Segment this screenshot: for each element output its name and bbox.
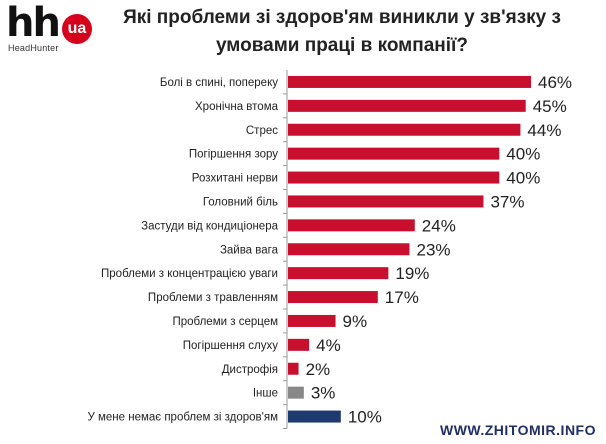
bar — [288, 410, 341, 423]
category-label: Погіршення зору — [189, 149, 278, 161]
value-label: 45% — [533, 97, 567, 116]
value-label: 24% — [422, 216, 456, 235]
bar — [288, 338, 310, 351]
watermark: WWW.ZHITOMIR.INFO — [440, 422, 596, 438]
value-label: 44% — [527, 121, 561, 140]
category-label: У мене немає проблем зі здоров'ям — [87, 412, 278, 424]
value-label: 23% — [417, 240, 451, 259]
value-label: 3% — [311, 384, 336, 403]
bar — [288, 123, 521, 136]
chart-title: Які проблеми зі здоров'ям виникли у зв'я… — [123, 7, 561, 56]
value-label: 9% — [343, 312, 368, 331]
category-label: Застуди від кондиціонера — [141, 220, 278, 232]
logo-brand: HeadHunter — [8, 43, 59, 53]
logo-badge: ua — [62, 14, 92, 44]
value-label: 10% — [348, 408, 382, 427]
category-label: Хронічна втома — [195, 101, 279, 113]
bar — [288, 314, 336, 327]
bar — [288, 386, 304, 399]
bar — [288, 291, 378, 304]
bar — [288, 195, 484, 208]
category-label: Стрес — [246, 125, 278, 137]
value-label: 37% — [490, 192, 524, 211]
value-label: 40% — [506, 169, 540, 188]
bar — [288, 362, 299, 375]
value-label: 4% — [316, 336, 341, 355]
bar — [288, 267, 389, 280]
bar — [288, 219, 415, 232]
category-label: Проблеми з концентрацією уваги — [101, 268, 278, 280]
value-label: 40% — [506, 145, 540, 164]
category-label: Проблеми з серцем — [172, 316, 278, 328]
category-label: Розхитані нерви — [192, 173, 278, 185]
category-label: Проблеми з травленням — [148, 292, 278, 304]
value-label: 19% — [395, 264, 429, 283]
bar — [288, 171, 500, 184]
category-label: Головний біль — [203, 196, 278, 208]
category-label: Дистрофія — [222, 364, 278, 376]
category-label: Болі в спині, попереку — [160, 77, 278, 89]
value-label: 17% — [385, 288, 419, 307]
bar — [288, 99, 526, 112]
value-label: 46% — [538, 73, 572, 92]
category-label: Погіршення слуху — [183, 340, 279, 352]
bar — [288, 147, 500, 160]
logo-mark: hh — [6, 0, 61, 46]
category-label: Інше — [253, 388, 278, 400]
bar — [288, 75, 531, 88]
category-label: Зайва вага — [220, 244, 279, 256]
bar — [288, 243, 410, 256]
value-label: 2% — [306, 360, 331, 379]
headhunter-logo: hh ua HeadHunter — [6, 0, 96, 56]
